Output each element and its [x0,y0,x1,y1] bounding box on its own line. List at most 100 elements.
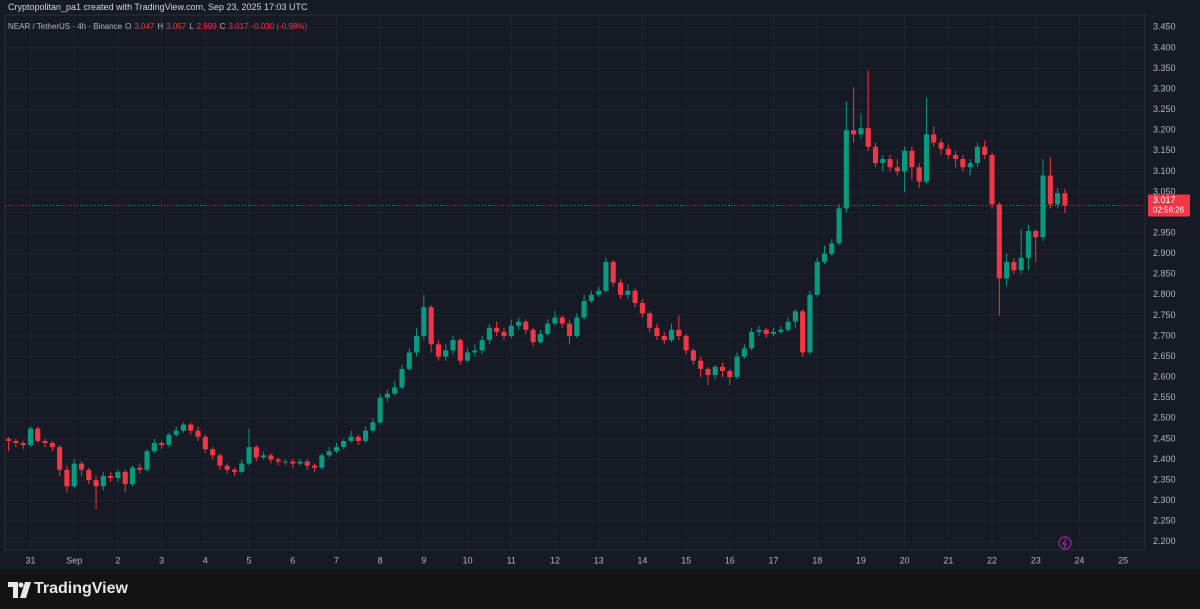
candle-body [159,443,165,446]
y-tick-label: 3.200 [1153,125,1176,135]
y-tick-label: 2.200 [1153,536,1176,546]
candle-body [967,163,973,168]
candle-body [1055,193,1061,205]
candle-body [312,465,318,468]
candle-body [953,154,959,160]
y-tick-label: 3.250 [1153,104,1176,114]
candle-body [712,366,718,376]
candle-body [27,428,34,446]
candle-body [239,463,245,472]
candle-body [552,317,558,324]
candle-body [916,167,922,182]
y-tick-label: 2.550 [1153,392,1176,402]
candle-body [210,449,216,456]
candle-body [122,471,128,485]
candle-body [479,340,485,351]
plot-frame [4,14,1146,551]
candle-body [370,422,376,431]
change: -0.030 (-0.98%) [251,22,308,31]
candle-body [792,311,798,322]
candle-body [923,134,930,182]
y-tick-label: 2.800 [1153,289,1176,299]
candle-body [166,434,172,446]
y-tick-label: 3.300 [1153,83,1176,93]
candle-body [137,467,143,470]
y-tick-label: 3.350 [1153,63,1176,73]
y-tick-label: 2.400 [1153,454,1176,464]
x-tick-label: 11 [507,555,516,565]
x-tick-label: 12 [550,555,560,565]
x-tick-label: 7 [334,555,339,565]
candle-body [57,447,63,470]
open-label: O [125,22,132,31]
candle-body [188,424,194,431]
candle-body [931,134,937,143]
plot [5,70,1145,509]
candle-body [668,329,675,341]
candle-body [559,317,565,324]
candle-body [880,159,886,164]
candle-body [1004,261,1010,279]
candle-body [377,397,383,423]
candle-body [268,455,274,460]
candle-body [399,368,405,388]
candle-body [778,329,784,332]
candle-body [625,290,631,295]
candle-body [35,428,41,441]
candle-body [800,311,806,353]
y-tick-label: 2.600 [1153,372,1176,382]
x-tick-label: 17 [768,555,778,565]
candle-body [406,352,412,369]
price-box [1148,194,1190,217]
symbol: NEAR / TetherUS · 4h · Binance [8,22,123,31]
candle-body [515,321,522,326]
candle-body [872,146,879,164]
candle-body [144,451,150,470]
candle-body [902,150,908,172]
candle-body [851,130,857,135]
alert-icon[interactable] [1058,536,1072,550]
candle-body [486,327,492,341]
candle-body [989,154,995,205]
footer: TradingView [0,570,1200,609]
candle-body [20,443,26,446]
candle-body [617,282,624,295]
candle-body [581,301,587,318]
candle-body [78,463,85,470]
candle-body [71,463,77,487]
candle-body [217,455,223,466]
candle-body [443,350,449,357]
candle-body [632,290,638,304]
candle-body [304,461,310,466]
low-label: L [189,22,194,31]
candle-body [676,329,682,336]
candle-body [749,331,755,349]
candle-body [6,438,12,441]
candle-body [129,467,136,485]
candle-body [64,469,70,487]
y-tick-label: 3.400 [1153,42,1176,52]
y-tick-label: 3.100 [1153,166,1176,176]
brand-icon [8,582,31,598]
x-tick-label: 3 [159,555,164,565]
candle-body [428,307,434,345]
candle-body [727,370,733,378]
candle-body [523,321,529,330]
candle-body [887,159,893,168]
candle-body [100,475,106,487]
candle-body [1025,231,1031,258]
x-tick-label: Sep [66,555,82,565]
candle-body [173,430,179,435]
x-tick-label: 10 [463,555,473,565]
candle-body [741,348,747,357]
candle-body [290,461,296,464]
candle-body [734,356,740,378]
x-tick-label: 22 [987,555,997,565]
candle-body [821,253,828,262]
header: Cryptopolitan_pa1 created with TradingVi… [8,2,308,12]
candle-body [1047,175,1053,205]
chart: 2.200 2.250 2.300 2.350 2.400 2.450 2.500 2.550… [4,14,1190,565]
candle-body [202,436,208,450]
x-tick-label: 31 [25,555,35,565]
